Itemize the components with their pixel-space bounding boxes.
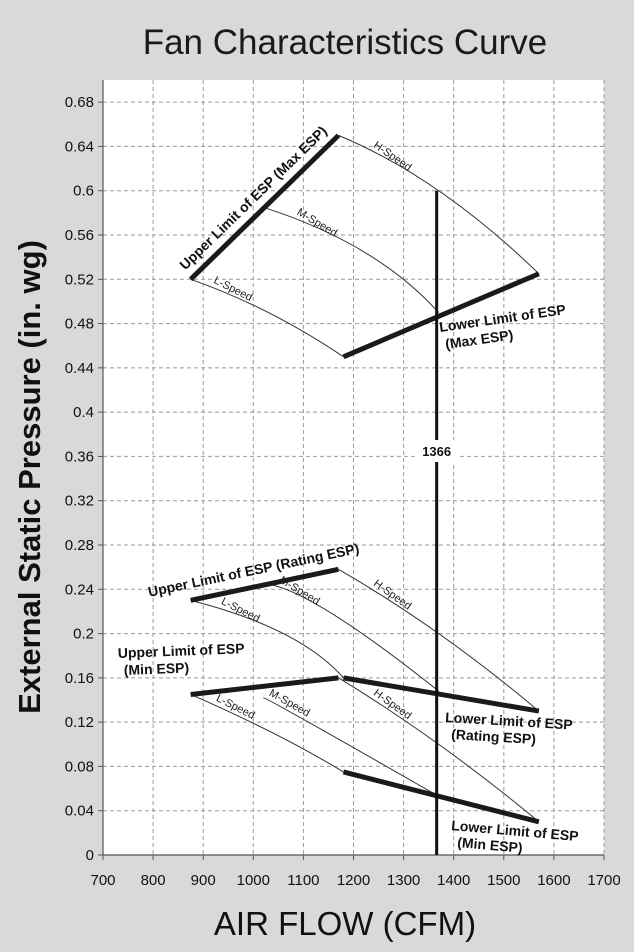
- y-tick-label: 0.4: [73, 404, 94, 421]
- x-tick-label: 1600: [537, 872, 570, 889]
- y-tick-labels: 0 0.04 0.08 0.12 0.16 0.2 0.24 0.28 0.32 0.36 0.4 0…: [65, 94, 103, 864]
- y-tick-label: 0.16: [65, 670, 94, 687]
- x-tick-label: 1400: [437, 872, 470, 889]
- x-tick-label: 800: [141, 872, 166, 889]
- grid-lines: [103, 80, 605, 855]
- x-tick-label: 1700: [587, 872, 620, 889]
- y-tick-label: 0.48: [65, 316, 94, 333]
- y-tick-label: 0.52: [65, 271, 94, 288]
- y-tick-label: 0: [86, 847, 94, 864]
- airflow-marker: 1366: [414, 190, 459, 855]
- fan-curve-line: [338, 677, 540, 823]
- limit-line-label: (Min ESP): [124, 660, 190, 678]
- x-tick-label: 900: [191, 872, 216, 889]
- y-tick-label: 0.36: [65, 448, 94, 465]
- limit-line-label: (Rating ESP): [451, 726, 537, 747]
- x-axis-label: AIR FLOW (CFM): [214, 905, 476, 942]
- y-axis-label: External Static Pressure (in. wg): [12, 240, 47, 714]
- chart-title: Fan Characteristics Curve: [143, 23, 548, 62]
- limit-line: [342, 769, 540, 825]
- fan-curves: [190, 134, 540, 823]
- x-tick-label: 700: [90, 872, 115, 889]
- limit-line-label: Upper Limit of ESP: [118, 640, 245, 661]
- y-tick-label: 0.12: [65, 714, 94, 731]
- fan-curve-line: [190, 599, 344, 679]
- y-tick-label: 0.68: [65, 94, 94, 111]
- limit-line-label: (Min ESP): [457, 834, 523, 856]
- y-tick-label: 0.28: [65, 537, 94, 554]
- limit-lines: [188, 133, 540, 825]
- y-tick-label: 0.44: [65, 360, 94, 377]
- limit-line: [342, 271, 540, 360]
- y-tick-label: 0.2: [73, 626, 94, 643]
- limit-line-label: Lower Limit of ESP: [445, 709, 573, 733]
- fan-curve-line: [263, 697, 439, 797]
- y-tick-label: 0.24: [65, 581, 94, 598]
- x-tick-label: 1200: [337, 872, 370, 889]
- y-tick-label: 0.6: [73, 183, 94, 200]
- y-tick-label: 0.04: [65, 803, 94, 820]
- limit-line: [190, 675, 339, 697]
- y-tick-label: 0.32: [65, 493, 94, 510]
- fan-curve-line: [190, 278, 344, 358]
- x-tick-labels: 700 800 900 1000 1100 1200 1300 1400 1500 1600 170…: [90, 855, 621, 889]
- marker-label: 1366: [422, 444, 451, 459]
- fan-curve-line: [338, 568, 540, 712]
- limit-line: [190, 566, 339, 603]
- x-tick-label: 1100: [287, 872, 319, 889]
- fan-curve-line: [338, 134, 540, 275]
- fan-curve-line: [190, 694, 344, 773]
- fan-curve-line: [263, 583, 439, 692]
- x-tick-label: 1000: [237, 872, 270, 889]
- y-tick-label: 0.08: [65, 758, 94, 775]
- limit-line: [343, 675, 540, 714]
- limit-line: [188, 133, 341, 282]
- y-tick-label: 0.56: [65, 227, 94, 244]
- marker-label-background: [414, 440, 459, 462]
- x-tick-label: 1500: [487, 872, 520, 889]
- y-tick-label: 0.64: [65, 138, 94, 155]
- fan-curve-line: [263, 206, 440, 313]
- x-tick-label: 1300: [387, 872, 420, 889]
